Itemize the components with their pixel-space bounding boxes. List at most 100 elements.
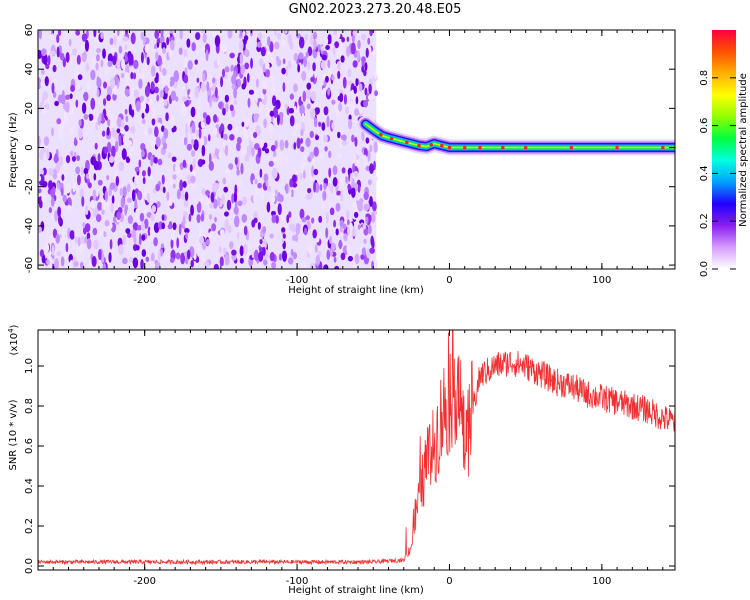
noise-cell <box>201 45 206 52</box>
noise-cell <box>262 259 268 266</box>
noise-cell <box>368 83 372 95</box>
noise-cell <box>82 222 86 228</box>
noise-cell <box>50 188 56 198</box>
noise-cell <box>126 183 131 193</box>
noise-cell <box>202 241 207 250</box>
noise-cell <box>69 56 73 67</box>
noise-cell <box>313 39 317 51</box>
noise-cell <box>186 249 191 260</box>
noise-cell <box>341 167 346 174</box>
noise-cell <box>257 182 262 189</box>
ridge-peak <box>478 145 482 150</box>
noise-cell <box>144 85 150 98</box>
noise-cell <box>58 214 62 225</box>
noise-cell <box>135 208 140 220</box>
noise-cell <box>373 141 378 154</box>
noise-cell <box>154 126 159 138</box>
noise-cell <box>260 123 264 131</box>
noise-cell <box>253 193 256 203</box>
noise-cell <box>170 90 177 101</box>
noise-cell <box>142 35 146 47</box>
snr-xtick-label: -100 <box>286 576 309 587</box>
noise-cell <box>218 245 222 254</box>
noise-cell <box>289 93 295 100</box>
noise-cell <box>309 130 315 139</box>
noise-cell <box>340 55 345 63</box>
noise-cell <box>59 52 65 61</box>
noise-cell <box>347 183 351 191</box>
noise-cell <box>352 30 357 37</box>
noise-cell <box>118 244 124 256</box>
noise-cell <box>62 194 67 203</box>
noise-cell <box>363 99 369 108</box>
noise-cell <box>205 238 210 246</box>
noise-cell <box>355 96 359 105</box>
noise-cell <box>169 114 176 125</box>
noise-cell <box>106 94 111 102</box>
noise-cell <box>196 201 202 213</box>
noise-cell <box>125 156 131 164</box>
noise-cell <box>185 256 189 265</box>
noise-cell <box>323 134 328 143</box>
noise-cell <box>61 174 65 181</box>
noise-cell <box>91 57 97 69</box>
spectrogram-xtick-label: 0 <box>446 275 452 286</box>
noise-cell <box>71 48 78 56</box>
noise-cell <box>237 78 242 88</box>
noise-cell <box>152 107 157 119</box>
noise-cell <box>205 190 211 196</box>
noise-cell <box>218 101 223 109</box>
noise-cell <box>294 233 299 242</box>
noise-cell <box>353 211 359 218</box>
noise-cell <box>144 43 150 54</box>
noise-cell <box>54 258 59 269</box>
noise-cell <box>325 45 331 51</box>
noise-cell <box>301 112 305 123</box>
noise-cell <box>291 182 298 188</box>
noise-cell <box>224 66 230 73</box>
noise-cell <box>241 83 246 90</box>
noise-cell <box>346 36 350 42</box>
noise-cell <box>301 70 307 81</box>
noise-cell <box>195 129 199 136</box>
noise-cell <box>118 45 123 54</box>
ridge-peak <box>379 133 383 137</box>
noise-cell <box>332 177 338 187</box>
noise-cell <box>207 73 213 84</box>
noise-cell <box>218 150 223 159</box>
noise-cell <box>38 77 42 90</box>
spectrogram-xtick-label: 100 <box>592 275 611 286</box>
noise-cell <box>292 223 296 234</box>
noise-cell <box>258 58 264 67</box>
noise-cell <box>184 56 189 68</box>
noise-cell <box>93 30 97 38</box>
noise-cell <box>368 163 375 175</box>
noise-cell <box>159 89 164 99</box>
noise-cell <box>275 214 279 224</box>
noise-cell <box>336 30 341 39</box>
noise-cell <box>289 115 295 127</box>
noise-cell <box>77 236 81 247</box>
noise-cell <box>181 189 185 201</box>
noise-cell <box>269 251 275 262</box>
noise-cell <box>369 144 373 153</box>
noise-cell <box>143 126 149 137</box>
noise-cell <box>290 189 294 198</box>
noise-cell <box>103 146 109 155</box>
snr-frame <box>37 329 676 571</box>
noise-cell <box>38 135 41 148</box>
noise-cell <box>263 142 268 149</box>
noise-cell <box>270 194 276 204</box>
noise-cell <box>213 114 218 123</box>
spectrogram-ytick-label: 60 <box>24 24 35 37</box>
noise-cell <box>201 187 206 196</box>
noise-cell <box>233 99 238 105</box>
noise-cell <box>146 96 150 103</box>
noise-cell <box>337 61 341 71</box>
noise-cell <box>114 140 119 153</box>
noise-cell <box>41 48 47 57</box>
noise-cell <box>243 128 249 141</box>
noise-cell <box>75 30 81 36</box>
noise-cell <box>310 262 316 269</box>
noise-cell <box>84 223 91 233</box>
